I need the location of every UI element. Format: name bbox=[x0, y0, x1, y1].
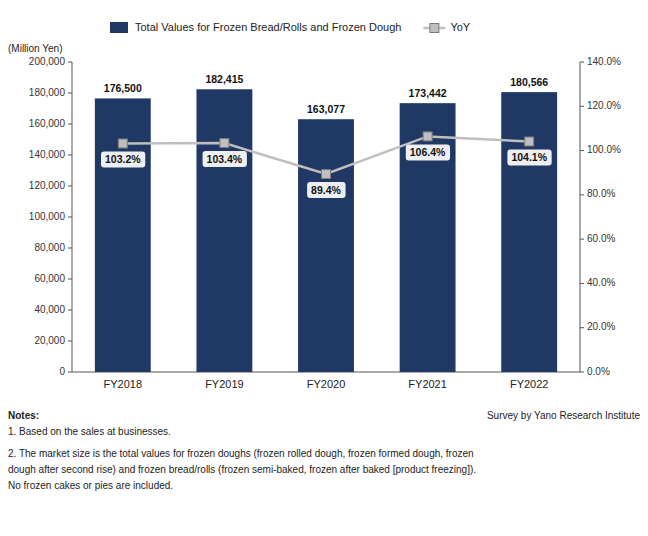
tick bbox=[580, 327, 584, 328]
source-note: Survey by Yano Research Institute bbox=[487, 410, 640, 421]
notes: Notes: 1. Based on the sales at businesse… bbox=[8, 410, 640, 491]
tick-label: 140,000 bbox=[29, 149, 66, 160]
data-label-bg bbox=[307, 182, 345, 198]
plot-marks bbox=[95, 89, 557, 372]
tick bbox=[580, 372, 584, 373]
tick-label: 60.0% bbox=[587, 233, 615, 244]
tick bbox=[68, 93, 72, 94]
tick bbox=[68, 310, 72, 311]
note: 2. The market size is the total values f… bbox=[8, 448, 474, 459]
data-label-group: 176,500 bbox=[104, 82, 142, 94]
marker bbox=[118, 139, 127, 148]
tick bbox=[68, 279, 72, 280]
tick bbox=[580, 106, 584, 107]
tick-label: 160,000 bbox=[29, 118, 66, 129]
tick-label: 100.0% bbox=[587, 144, 621, 155]
tick bbox=[68, 186, 72, 187]
legend-marker bbox=[430, 24, 439, 33]
tick-label: 120,000 bbox=[29, 180, 66, 191]
legend-label: YoY bbox=[450, 21, 470, 33]
bar bbox=[298, 119, 354, 372]
data-label: 173,442 bbox=[409, 87, 447, 99]
background bbox=[0, 0, 648, 536]
bar bbox=[95, 98, 151, 372]
tick-label: 20,000 bbox=[34, 335, 65, 346]
data-label: 104.1% bbox=[511, 151, 547, 163]
axis-line bbox=[580, 62, 581, 372]
data-label-group: 173,442 bbox=[409, 87, 447, 99]
data-label-bg bbox=[507, 149, 551, 165]
legend-swatch bbox=[110, 22, 128, 33]
category-label: FY2019 bbox=[205, 378, 244, 390]
data-label-group: 182,415 bbox=[205, 73, 243, 85]
tick-label: 0 bbox=[59, 366, 65, 377]
bar bbox=[196, 89, 252, 372]
marker bbox=[322, 170, 331, 179]
note: dough after second rise) and frozen brea… bbox=[8, 464, 476, 475]
tick bbox=[68, 124, 72, 125]
data-label: 163,077 bbox=[307, 103, 345, 115]
data-label-group: 104.1% bbox=[507, 149, 551, 165]
note: No frozen cakes or pies are included. bbox=[8, 480, 173, 491]
tick-label: 20.0% bbox=[587, 321, 615, 332]
category-label: FY2022 bbox=[510, 378, 549, 390]
tick-label: 40,000 bbox=[34, 304, 65, 315]
data-labels: 176,500 182,415 163,077 173,442 180,566 103.2… bbox=[101, 73, 552, 198]
line bbox=[123, 136, 529, 174]
note: Notes: bbox=[8, 410, 39, 421]
data-label-group: 106.4% bbox=[406, 144, 450, 160]
tick bbox=[580, 150, 584, 151]
data-label-bg bbox=[101, 151, 145, 167]
tick bbox=[68, 217, 72, 218]
tick-label: 80.0% bbox=[587, 188, 615, 199]
data-label: 89.4% bbox=[311, 184, 341, 196]
chart: 0 20,000 40,000 60,000 80,000 100,000 120,000 1… bbox=[0, 0, 648, 536]
tick bbox=[580, 239, 584, 240]
data-label: 106.4% bbox=[410, 146, 446, 158]
tick-label: 60,000 bbox=[34, 273, 65, 284]
data-label: 103.2% bbox=[105, 153, 141, 165]
tick bbox=[580, 62, 584, 63]
data-label-group: 180,566 bbox=[510, 76, 548, 88]
x-axis: FY2018 FY2019 FY2020 FY2021 FY2022 bbox=[72, 372, 580, 390]
data-label: 182,415 bbox=[205, 73, 243, 85]
tick bbox=[68, 341, 72, 342]
data-label-group: 89.4% bbox=[307, 182, 345, 198]
tick bbox=[68, 155, 72, 156]
tick-label: 0.0% bbox=[587, 366, 610, 377]
marker bbox=[220, 139, 229, 148]
legend-label: Total Values for Frozen Bread/Rolls and … bbox=[135, 21, 401, 33]
data-label-bg bbox=[203, 151, 247, 167]
y-axis-left: 0 20,000 40,000 60,000 80,000 100,000 120,000 1… bbox=[29, 56, 72, 377]
tick-label: 200,000 bbox=[29, 56, 66, 67]
tick-label: 140.0% bbox=[587, 56, 621, 67]
marker bbox=[423, 132, 432, 141]
category-label: FY2018 bbox=[104, 378, 143, 390]
category-label: FY2021 bbox=[408, 378, 447, 390]
tick bbox=[68, 62, 72, 63]
category-label: FY2020 bbox=[307, 378, 346, 390]
tick-label: 80,000 bbox=[34, 242, 65, 253]
data-label-group: 163,077 bbox=[307, 103, 345, 115]
tick bbox=[68, 372, 72, 373]
tick bbox=[580, 194, 584, 195]
tick bbox=[68, 248, 72, 249]
data-label: 180,566 bbox=[510, 76, 548, 88]
legend: Total Values for Frozen Bread/Rolls and … bbox=[110, 21, 471, 33]
tick-label: 120.0% bbox=[587, 100, 621, 111]
data-label-group: 103.2% bbox=[101, 151, 145, 167]
tick bbox=[580, 283, 584, 284]
bar bbox=[501, 92, 557, 372]
tick-label: 100,000 bbox=[29, 211, 66, 222]
data-label: 103.4% bbox=[207, 153, 243, 165]
data-label: 176,500 bbox=[104, 82, 142, 94]
note: 1. Based on the sales at businesses. bbox=[8, 426, 171, 437]
axis-label: (Million Yen) bbox=[8, 43, 62, 54]
marker bbox=[525, 137, 534, 146]
tick-label: 40.0% bbox=[587, 277, 615, 288]
data-label-bg bbox=[406, 144, 450, 160]
tick-label: 180,000 bbox=[29, 87, 66, 98]
y-axis-right: 0.0% 20.0% 40.0% 60.0% 80.0% 100.0% 120.0% 140.… bbox=[580, 56, 621, 377]
data-label-group: 103.4% bbox=[203, 151, 247, 167]
